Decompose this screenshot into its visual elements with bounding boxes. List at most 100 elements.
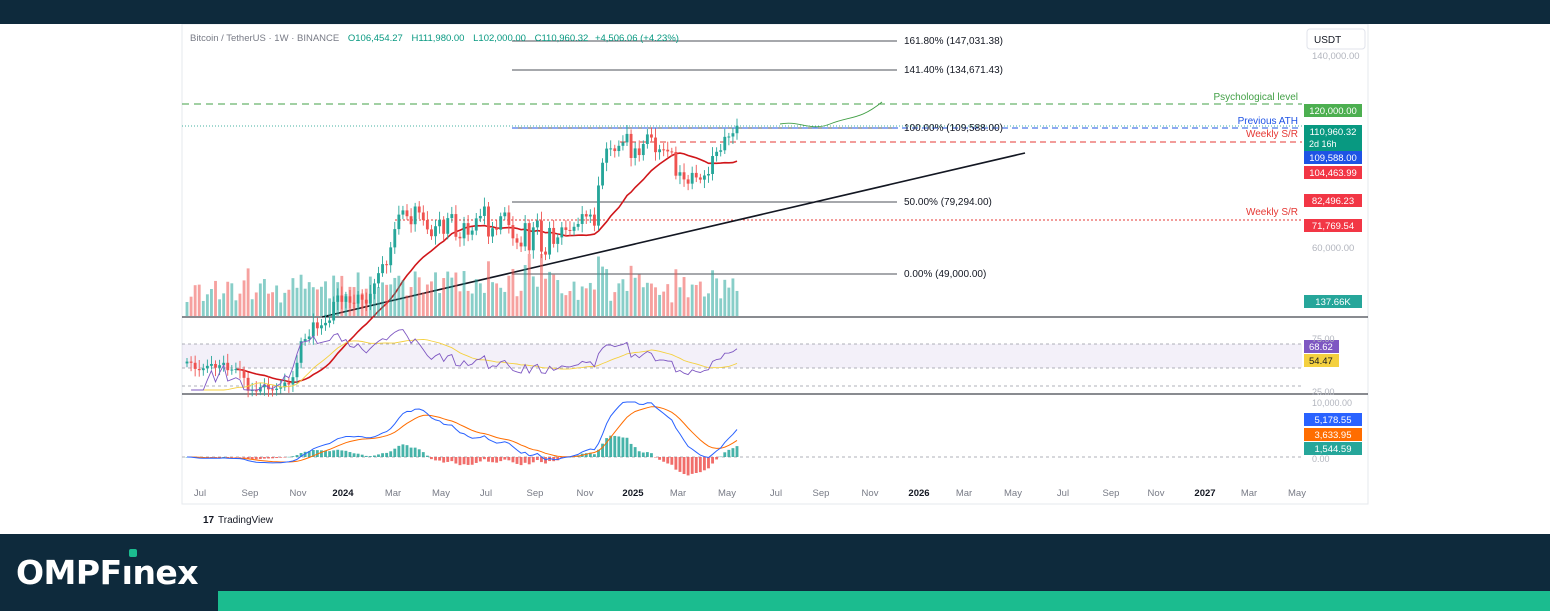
candle (397, 214, 401, 230)
tradingview-watermark: TradingView (218, 515, 274, 526)
candle (197, 368, 201, 371)
volume-bar (707, 293, 710, 316)
x-tick-label: Nov (1148, 488, 1165, 499)
price-badge (1304, 219, 1362, 232)
macd-histogram-bar (633, 447, 637, 457)
candle (283, 382, 287, 388)
volume-bar (686, 297, 690, 316)
fib-label: 161.80% (147,031.38) (904, 36, 1003, 47)
volume-bar (226, 281, 230, 316)
macd-histogram-bar (458, 457, 462, 466)
candle (401, 210, 405, 215)
volume-bar (193, 285, 197, 316)
volume-bar (332, 275, 336, 316)
volume-bar (214, 280, 217, 316)
volume-bar (702, 296, 706, 316)
volume-bar (234, 300, 238, 316)
volume-bar (694, 284, 698, 316)
volume-bar (727, 287, 731, 316)
macd-histogram-bar (218, 457, 222, 458)
macd-histogram-bar (425, 455, 429, 457)
candle (311, 322, 315, 337)
macd-histogram-bar (482, 457, 486, 460)
price-chart[interactable]: 161.80% (147,031.38) 141.40% (134,671.43)… (0, 24, 1550, 534)
macd-histogram-bar (487, 457, 490, 462)
candle (303, 339, 307, 342)
volume-bar (564, 295, 568, 316)
macd-histogram-bar (430, 457, 433, 460)
volume-bar (735, 290, 739, 316)
candle (654, 137, 657, 153)
top-bar (0, 0, 1550, 24)
macd-histogram-bar (275, 457, 279, 459)
signal-value: 3,633.95 (1315, 430, 1352, 441)
volume-bar (658, 294, 662, 316)
candle (450, 214, 454, 219)
volume-bar (417, 277, 421, 316)
volume-bar (458, 291, 462, 316)
volume-bar (609, 300, 613, 316)
volume-bar (576, 299, 580, 316)
volume-bar (315, 289, 319, 316)
volume-bar (629, 265, 633, 316)
volume-bar (466, 290, 470, 316)
candle (291, 377, 295, 385)
x-tick-label: May (1288, 488, 1306, 499)
candle (307, 336, 311, 340)
volume-bar (698, 281, 702, 316)
volume-bar (307, 282, 311, 316)
rsi-tick: 75.00 (1312, 334, 1335, 344)
macd-histogram-bar (605, 438, 609, 457)
macd-histogram-bar (523, 457, 527, 463)
volume-bar (389, 284, 393, 316)
x-tick-label: May (432, 488, 450, 499)
macd-histogram-bar (609, 435, 613, 457)
currency-selector[interactable] (1306, 28, 1366, 50)
macd-histogram-bar (478, 457, 482, 462)
macd-histogram-bar (641, 452, 645, 457)
price-badge-label: 137.66K (1315, 297, 1351, 308)
rsi-value: 68.62 (1309, 342, 1333, 353)
macd-histogram-bar (629, 443, 633, 457)
candle (210, 363, 213, 366)
volume-bar (588, 282, 592, 316)
candle (193, 362, 197, 369)
candle (234, 368, 238, 370)
macd-histogram-bar (690, 457, 694, 474)
macd-histogram-bar (650, 453, 653, 457)
volume-bar (515, 296, 519, 316)
candle (609, 148, 613, 150)
candle (324, 322, 327, 326)
candle (658, 149, 662, 153)
candle (552, 227, 556, 244)
macd-histogram-bar (234, 457, 238, 458)
volume-bar (377, 287, 380, 316)
candle (576, 223, 580, 227)
macd-histogram-bar (226, 457, 230, 458)
macd-tick: 0.00 (1312, 454, 1330, 464)
macd-histogram-bar (372, 455, 376, 457)
volume-bar (719, 298, 723, 316)
macd-histogram-bar (271, 457, 274, 459)
price-badge (1304, 125, 1362, 151)
candle (674, 151, 678, 176)
candle (617, 145, 621, 152)
macd-histogram-bar (470, 457, 474, 465)
candle (377, 273, 380, 284)
macd-histogram-bar (474, 457, 478, 463)
previous-ath-label: Previous ATH (1238, 116, 1298, 127)
macd-histogram-bar (287, 456, 291, 458)
x-tick-label: Nov (290, 488, 307, 499)
macd-histogram-bar (592, 454, 596, 457)
macd-histogram-bar (214, 457, 217, 458)
volume-bar (470, 293, 474, 316)
macd-histogram-bar (686, 457, 690, 476)
macd-histogram-bar (348, 452, 352, 457)
rsi-ma-badge (1304, 354, 1339, 367)
macd-histogram-bar (511, 457, 515, 463)
price-badge (1304, 295, 1362, 308)
candle (242, 370, 246, 378)
candle (641, 143, 645, 156)
macd-histogram-bar (210, 457, 213, 458)
volume-bar (218, 299, 222, 316)
